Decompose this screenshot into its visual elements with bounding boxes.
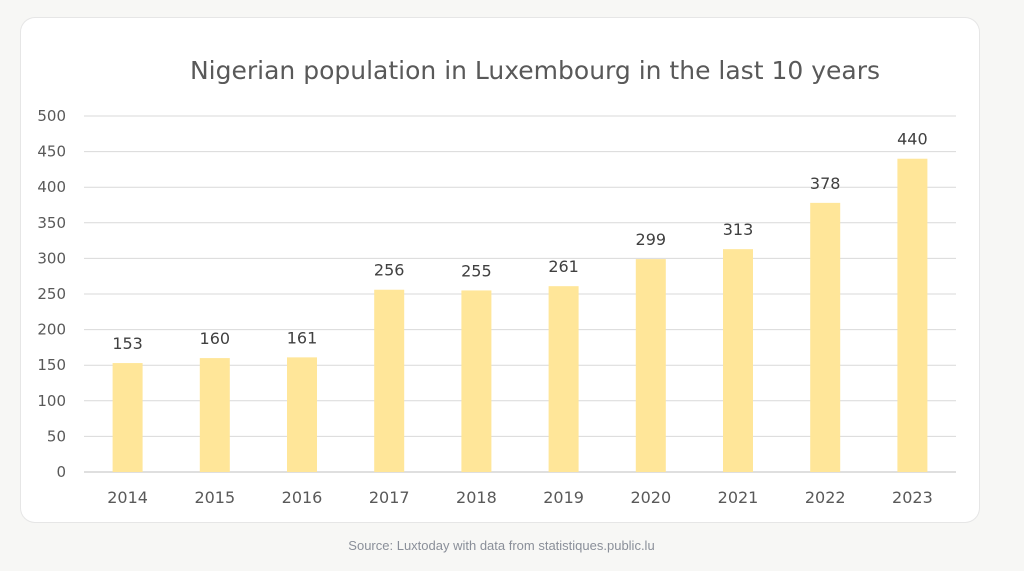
y-tick-label: 450 bbox=[37, 143, 66, 161]
y-axis-ticks: 0 50 100 150 200 250 300 350 400 450 500 bbox=[37, 107, 66, 481]
data-label: 378 bbox=[810, 174, 841, 193]
bar-2021 bbox=[723, 249, 753, 472]
bar-2014 bbox=[112, 363, 143, 472]
bar-2017 bbox=[374, 289, 405, 472]
y-tick-label: 350 bbox=[37, 214, 66, 232]
y-tick-label: 500 bbox=[37, 107, 66, 125]
data-label: 440 bbox=[897, 130, 928, 149]
x-tick-label: 2015 bbox=[194, 488, 235, 507]
bar-2019 bbox=[548, 286, 579, 472]
data-label: 299 bbox=[636, 230, 667, 249]
x-tick-label: 2016 bbox=[282, 488, 323, 507]
x-axis-ticks: 2014 2015 2016 2017 2018 2019 2020 2021 2022 2023 bbox=[107, 488, 933, 507]
y-tick-label: 100 bbox=[37, 392, 66, 410]
bar-2016 bbox=[287, 357, 317, 472]
data-label: 261 bbox=[548, 257, 579, 276]
data-labels: 153 160 161 256 255 261 299 313 378 440 bbox=[112, 130, 927, 353]
bar-2015 bbox=[199, 358, 230, 472]
bar-2022 bbox=[810, 202, 841, 472]
y-tick-label: 0 bbox=[56, 463, 66, 481]
data-label: 313 bbox=[723, 220, 754, 239]
y-tick-label: 200 bbox=[37, 321, 66, 339]
y-tick-label: 300 bbox=[37, 249, 66, 267]
source-caption: Source: Luxtoday with data from statisti… bbox=[348, 538, 655, 553]
data-label: 153 bbox=[112, 334, 143, 353]
data-label: 160 bbox=[200, 329, 231, 348]
y-tick-label: 150 bbox=[37, 356, 66, 374]
data-label: 256 bbox=[374, 261, 405, 280]
y-tick-label: 400 bbox=[37, 178, 66, 196]
x-tick-label: 2014 bbox=[107, 488, 148, 507]
bar-2023 bbox=[897, 158, 928, 472]
chart-title: Nigerian population in Luxembourg in the… bbox=[189, 56, 880, 85]
bar-2018 bbox=[461, 290, 492, 472]
x-tick-label: 2020 bbox=[630, 488, 671, 507]
x-tick-label: 2021 bbox=[718, 488, 759, 507]
x-tick-label: 2018 bbox=[456, 488, 497, 507]
x-tick-label: 2022 bbox=[805, 488, 846, 507]
x-tick-label: 2017 bbox=[369, 488, 410, 507]
data-label: 255 bbox=[461, 261, 492, 280]
data-label: 161 bbox=[287, 328, 318, 347]
x-tick-label: 2023 bbox=[892, 488, 933, 507]
bars bbox=[112, 158, 928, 472]
x-tick-label: 2019 bbox=[543, 488, 584, 507]
bar-2020 bbox=[635, 259, 666, 472]
y-tick-label: 250 bbox=[37, 285, 66, 303]
y-tick-label: 50 bbox=[47, 427, 66, 445]
